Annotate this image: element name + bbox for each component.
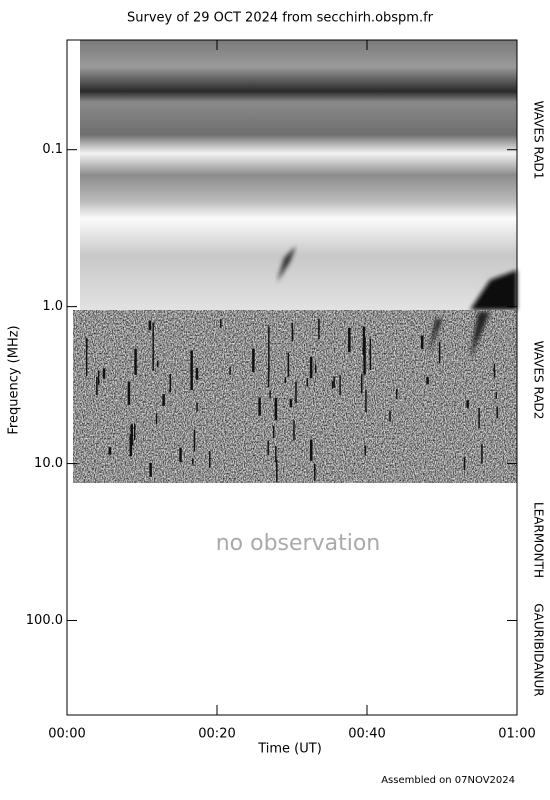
y-tick-label: 0.1 [42, 142, 63, 157]
rad1-burst [470, 270, 517, 310]
x-tick-label: 00:00 [48, 727, 85, 742]
band-label: LEARMONTH [532, 502, 546, 578]
footer: Assembled on 07NOV2024 [381, 775, 515, 786]
x-tick-label: 00:20 [198, 727, 235, 742]
rad2-noise [73, 310, 517, 483]
plot-frame [66, 39, 518, 716]
y-tick-label: 10.0 [34, 456, 63, 471]
rad1-burst [277, 246, 296, 282]
x-tick-label: 00:40 [348, 727, 385, 742]
band-label: GAURIBIDANUR [532, 603, 546, 696]
spectrogram-image [73, 40, 517, 483]
x-axis-label: Time (UT) [257, 742, 322, 757]
y-tick-label: 100.0 [26, 613, 63, 628]
annotation: no observation [216, 531, 381, 556]
y-axis-label: Frequency (MHz) [7, 325, 22, 434]
band-label: WAVES RAD2 [532, 341, 546, 420]
rad1-image [80, 40, 517, 310]
chart-title: Survey of 29 OCT 2024 from secchirh.obsp… [127, 11, 434, 26]
rad2-burst [428, 312, 490, 360]
x-tick-label: 01:00 [498, 727, 535, 742]
band-label: WAVES RAD1 [532, 101, 546, 180]
y-tick-label: 1.0 [42, 299, 63, 314]
